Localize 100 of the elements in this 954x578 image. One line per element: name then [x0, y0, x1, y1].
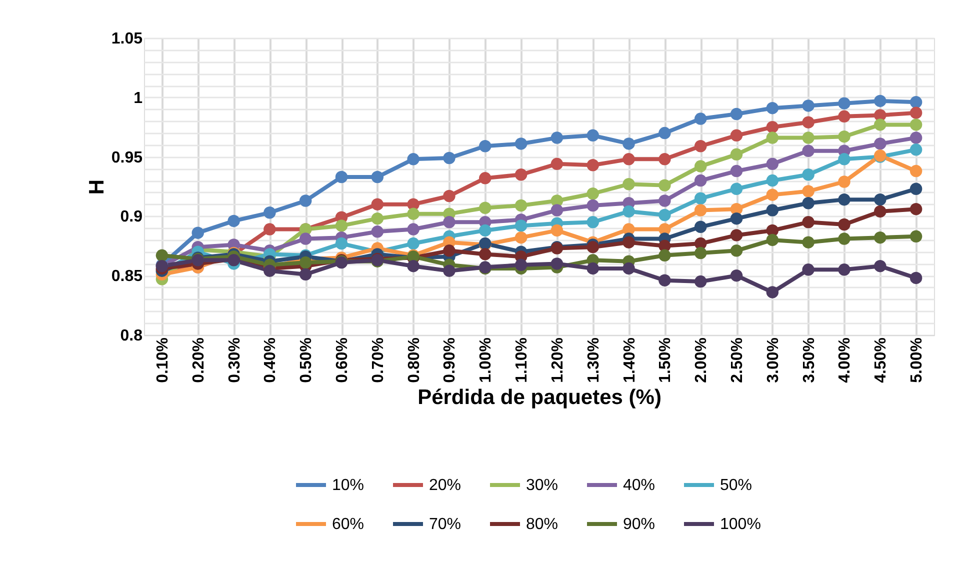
point	[694, 275, 707, 288]
point	[658, 194, 671, 207]
point	[622, 178, 635, 190]
point	[694, 174, 707, 187]
y-axis-title: H	[85, 179, 108, 195]
x-tick-label: 1.40%	[621, 338, 638, 383]
point	[802, 216, 814, 228]
point	[766, 204, 779, 216]
point	[622, 153, 635, 166]
point	[838, 153, 850, 166]
point	[910, 96, 922, 108]
point	[730, 182, 743, 195]
point	[730, 269, 743, 282]
point	[766, 286, 779, 298]
point	[371, 226, 384, 238]
point	[443, 152, 456, 164]
point	[514, 220, 528, 232]
point	[766, 120, 779, 134]
point	[730, 212, 743, 225]
y-tick-label: 1.05	[111, 30, 143, 48]
point	[622, 236, 635, 248]
point	[514, 138, 528, 150]
x-tick-label: 0.30%	[226, 338, 244, 383]
x-tick-label: 1.20%	[549, 338, 566, 383]
point	[586, 159, 599, 172]
point	[479, 140, 492, 152]
x-tick-label: 2.50%	[729, 338, 746, 383]
point	[407, 153, 420, 166]
legend-label: 100%	[720, 516, 761, 533]
point	[694, 204, 707, 216]
point	[479, 224, 492, 237]
point	[802, 168, 814, 181]
point	[910, 230, 922, 243]
point	[730, 148, 743, 161]
point	[694, 112, 707, 125]
point	[550, 204, 564, 216]
point	[586, 216, 599, 228]
point	[586, 262, 599, 275]
point	[622, 138, 635, 150]
y-tick-label: 1	[134, 90, 143, 107]
point	[730, 108, 743, 120]
point	[443, 190, 456, 202]
legend-label: 50%	[720, 477, 752, 494]
point	[407, 260, 420, 272]
x-tick-label: 1.50%	[657, 338, 674, 383]
y-tick-label: 0.8	[120, 328, 143, 344]
legend-label: 60%	[332, 516, 364, 533]
x-tick-label: 0.70%	[370, 338, 387, 383]
point	[874, 118, 886, 131]
x-tick-label: 0.10%	[154, 338, 172, 383]
point	[514, 258, 528, 272]
point	[658, 179, 671, 192]
point	[299, 194, 312, 207]
point	[658, 208, 671, 222]
y-tick-label: 0.95	[111, 149, 143, 166]
point	[299, 232, 312, 245]
legend-label: 30%	[526, 477, 558, 494]
point	[910, 272, 922, 284]
point	[838, 97, 850, 110]
point	[407, 208, 420, 220]
point	[622, 205, 635, 218]
point	[838, 232, 850, 245]
point	[335, 237, 348, 250]
legend-label: 40%	[623, 477, 656, 494]
point	[192, 226, 204, 239]
point	[550, 132, 564, 144]
legend-label: 90%	[623, 516, 656, 533]
point	[407, 237, 420, 250]
x-tick-label: 3.50%	[800, 338, 818, 383]
point	[443, 264, 456, 277]
point	[479, 248, 492, 260]
point	[514, 199, 528, 212]
point	[802, 132, 814, 144]
x-tick-label: 0.20%	[190, 338, 208, 383]
point	[371, 212, 384, 225]
point	[838, 193, 850, 206]
x-tick-label: 4.50%	[872, 338, 890, 383]
point	[910, 106, 922, 119]
point	[550, 224, 564, 237]
x-tick-label: 1.10%	[514, 338, 531, 383]
point	[156, 249, 168, 262]
point	[838, 218, 850, 231]
point	[802, 197, 814, 210]
x-tick-label: 0.50%	[298, 338, 316, 383]
point	[838, 176, 850, 188]
point	[264, 264, 276, 277]
point	[658, 126, 671, 140]
point	[694, 220, 707, 234]
legend-label: 10%	[332, 477, 364, 494]
point	[407, 223, 420, 236]
x-tick-label: 5.00%	[908, 338, 926, 383]
point	[550, 158, 564, 170]
point	[586, 199, 599, 212]
point	[658, 153, 671, 166]
point	[694, 246, 707, 260]
point	[802, 144, 814, 157]
x-tick-label: 0.40%	[262, 338, 280, 383]
point	[910, 118, 922, 131]
x-tick-label: 1.00%	[478, 338, 495, 383]
point	[910, 202, 922, 216]
